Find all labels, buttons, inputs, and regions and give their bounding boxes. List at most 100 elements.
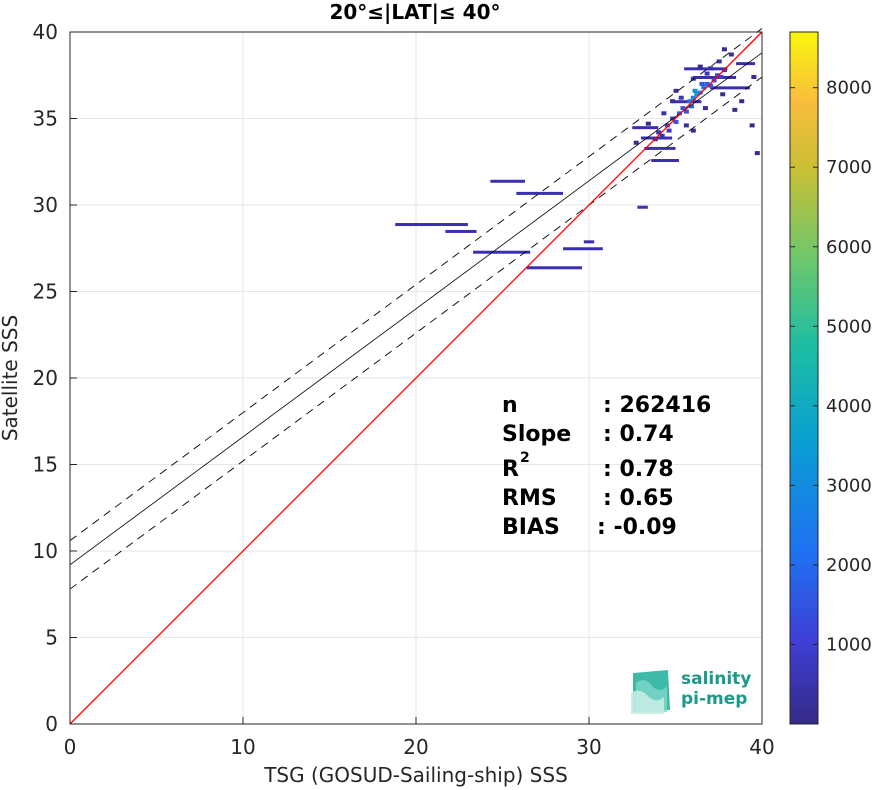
data-bin [694,92,700,97]
y-tick-label: 25 [33,280,58,304]
stat-bias-label: BIAS [502,515,560,540]
data-segment [583,240,595,244]
stat-bias-value: : -0.09 [597,515,677,540]
data-bin [690,76,696,81]
colorbar-tick-label: 8000 [826,78,872,99]
lower-bound-line [69,76,763,590]
data-bin [678,95,684,100]
data-bin [690,95,696,100]
data-bin [690,128,696,133]
logo-wave-3 [631,690,664,714]
y-axis-label: Satellite SSS [0,315,22,441]
data-bin [732,107,738,112]
data-bin [661,111,667,116]
stat-rms-label: RMS [502,486,557,511]
chart-title: 20°≤|LAT|≤ 40° [329,0,500,24]
data-bin [692,88,698,93]
salinity-pi-mep-logo: salinity pi-mep [631,669,751,714]
data-bin [728,52,734,57]
data-segment [672,100,702,104]
data-bin [656,130,662,135]
data-segment [651,159,679,163]
stat-r2-label: R [502,457,519,482]
data-bin [697,64,703,69]
stat-r2-value: : 0.78 [603,457,674,482]
fit-lines [69,28,763,725]
x-tick-label: 40 [749,735,774,759]
data-segment [473,250,531,254]
x-axis-label: TSG (GOSUD-Sailing-ship) SSS [263,763,568,787]
colorbar-tick-label: 2000 [826,555,872,576]
logo-line2: pi-mep [681,689,747,709]
x-tick-label: 0 [64,735,77,759]
colorbar-tick-label: 7000 [826,157,872,178]
data-bin [687,99,693,104]
y-tick-label: 35 [33,107,58,131]
upper-bound-line [69,28,763,541]
data-bin [701,85,707,90]
stat-slope-value: : 0.74 [603,422,674,447]
logo-line1: salinity [681,669,751,689]
data-segment [516,191,564,195]
y-tick-label: 30 [33,193,58,217]
data-bin [739,99,745,104]
data-bin [666,128,672,133]
data-bin [704,81,710,86]
data-bin [645,121,651,126]
y-tick-label: 20 [33,366,58,390]
data-bin [697,90,703,95]
y-tick-label: 10 [33,539,58,563]
data-segment [526,266,583,270]
data-segment [490,179,525,183]
data-bin [721,47,727,52]
stat-slope-label: Slope [502,422,571,447]
data-bin [689,104,695,109]
data-segment [710,86,750,90]
colorbar-tick-label: 5000 [826,316,872,337]
data-segment [632,126,659,130]
data-segment [563,247,603,251]
data-bin [673,88,679,93]
y-axis-ticks: 0 5 10 15 20 25 30 35 40 [33,20,77,736]
stats-panel: n : 262416 Slope : 0.74 R 2 : 0.78 RMS :… [502,393,711,540]
data-segment [445,229,477,233]
data-bin [673,119,679,124]
data-bin [708,66,714,71]
x-axis-ticks: 0 10 20 30 40 [64,717,775,759]
data-bin [702,106,708,111]
data-bin [676,111,682,116]
y-tick-label: 15 [33,453,58,477]
data-bin [699,81,705,86]
colorbar-ticks: 1000 2000 3000 4000 5000 6000 7000 8000 [790,78,872,655]
data-bin [751,74,757,79]
data-bin [683,123,689,128]
data-bin [716,59,722,64]
data-segment [637,205,648,209]
data-segment [644,146,676,150]
x-tick-label: 20 [403,735,428,759]
colorbar-tick-label: 3000 [826,475,872,496]
data-bin [749,123,755,128]
regression-line [69,52,763,566]
data-bin [683,109,689,114]
data-bin [718,74,724,79]
data-bin [708,83,714,88]
data-bin [670,99,676,104]
stat-n-value: : 262416 [603,393,711,418]
identity-line [69,31,763,725]
data-bin [633,140,639,145]
data-segment [395,223,468,227]
colorbar-tick-label: 4000 [826,396,872,417]
data-segment [684,67,728,71]
data-segment [692,75,737,79]
data-bin [680,106,686,111]
y-tick-label: 40 [33,20,58,44]
data-bin [720,92,726,97]
stat-r2-sup: 2 [520,450,530,466]
data-bin [715,73,721,78]
y-tick-label: 0 [45,712,58,736]
x-tick-label: 10 [230,735,255,759]
y-tick-label: 5 [45,626,58,650]
stat-n-label: n [502,393,518,418]
